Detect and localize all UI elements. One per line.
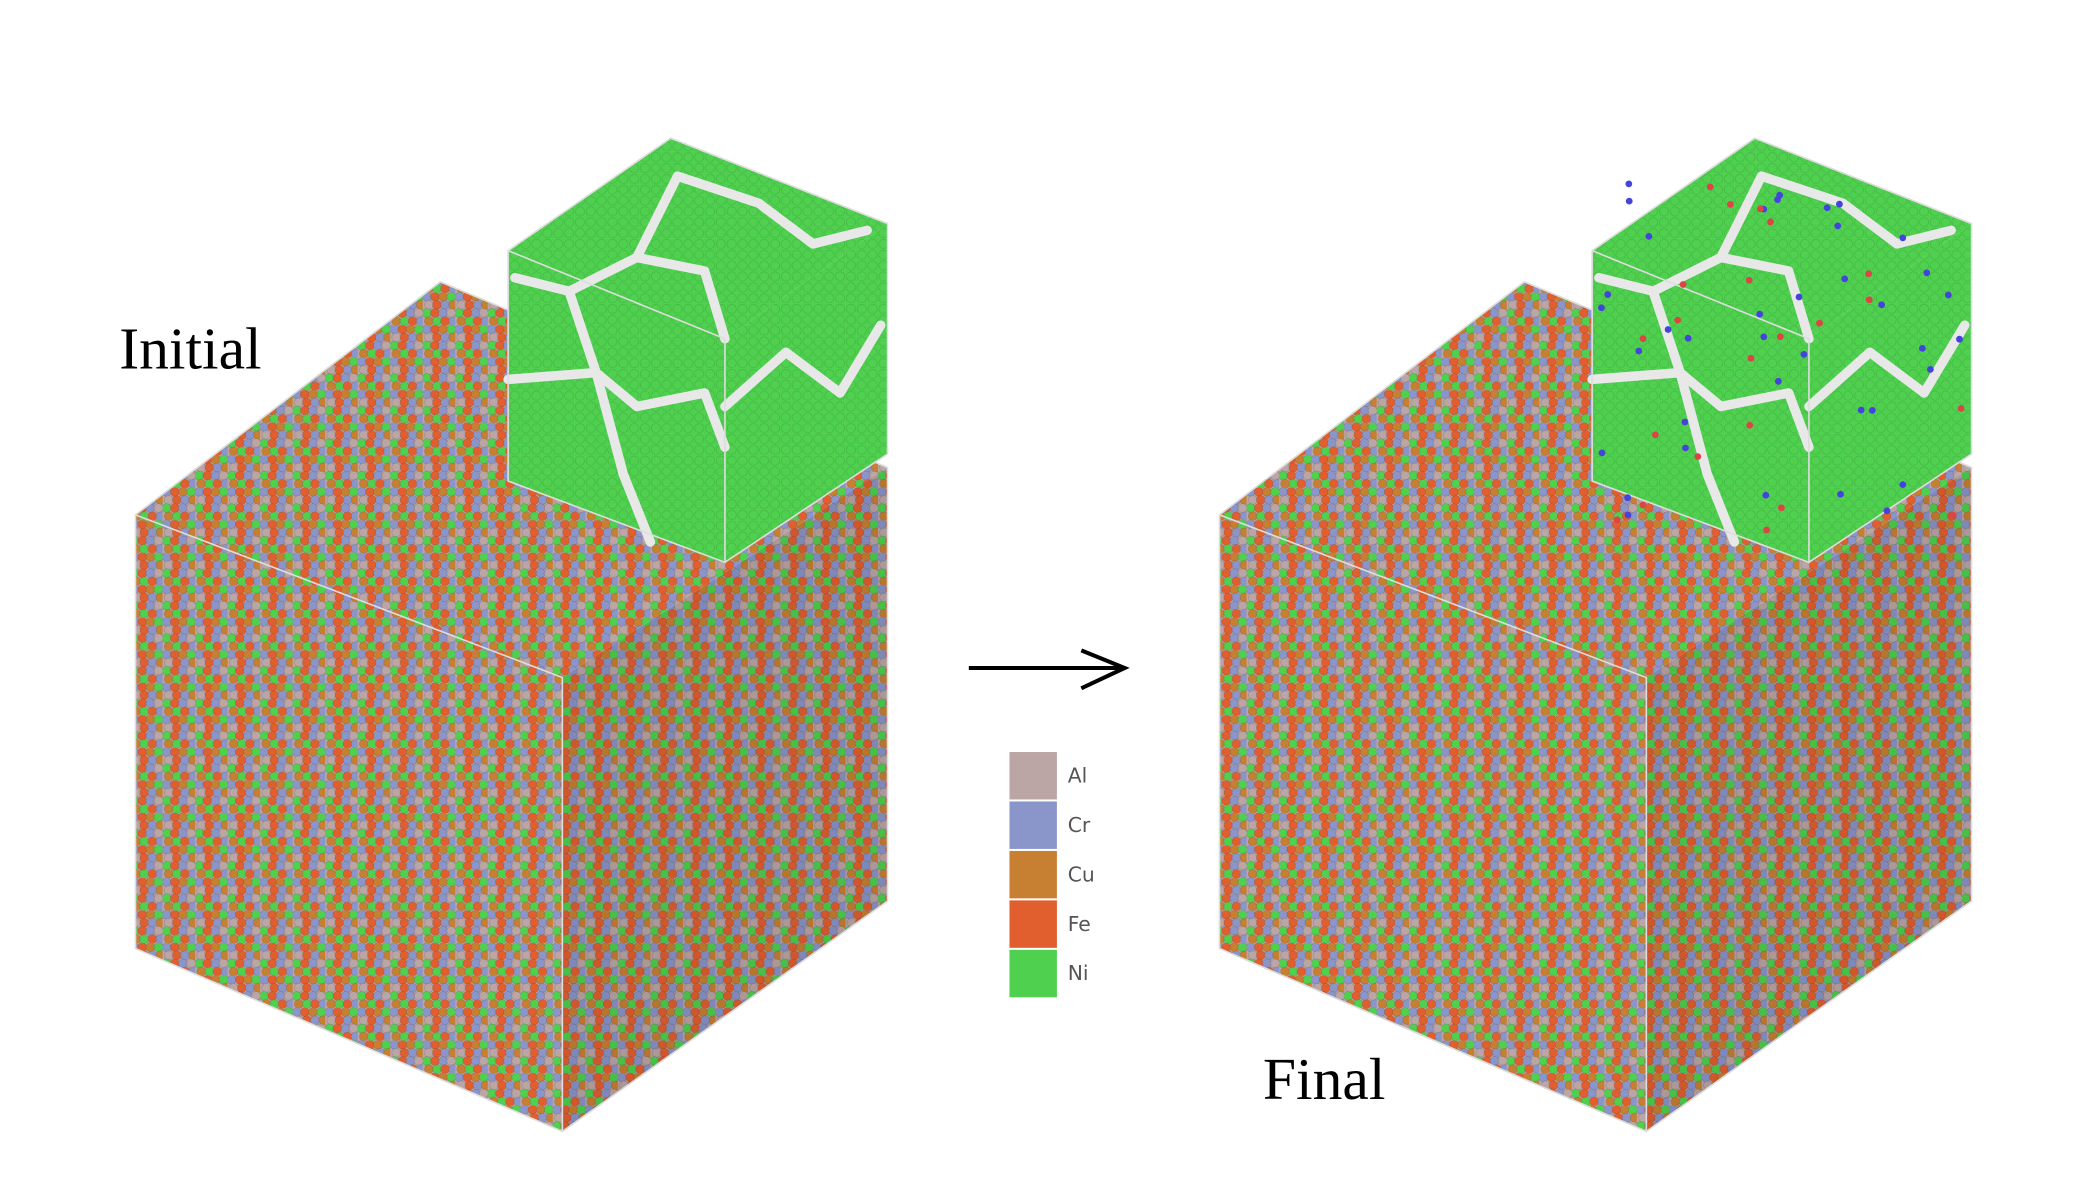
- shade: [562, 467, 888, 1132]
- inset-edge: [507, 137, 889, 564]
- structure-initial: [134, 137, 889, 1133]
- grain-boundary: [564, 286, 730, 452]
- segregated-atom: [1727, 200, 1734, 208]
- segregated-atom: [1878, 301, 1886, 309]
- segregated-atom: [1823, 204, 1831, 212]
- segregated-atom: [1918, 344, 1926, 352]
- segregated-atom: [1899, 234, 1907, 242]
- segregated-atom: [1694, 453, 1702, 461]
- segregated-atom: [1836, 200, 1843, 208]
- legend-label: Ni: [1068, 961, 1089, 985]
- segregated-atom: [1598, 449, 1606, 457]
- segregated-atom: [1681, 418, 1689, 426]
- segregated-atom: [1598, 304, 1605, 312]
- front-face: [135, 514, 563, 1132]
- legend-swatch: [1009, 900, 1057, 948]
- segregated-atom: [1664, 326, 1672, 333]
- panel-label: Initial: [119, 316, 261, 382]
- segregated-atom: [1834, 222, 1842, 230]
- segregated-atom: [1747, 354, 1755, 362]
- legend: Al Cr Cu Fe Ni: [1009, 752, 1095, 998]
- segregated-atom: [1767, 218, 1774, 226]
- segregated-atom: [1776, 333, 1784, 341]
- segregated-atom: [1837, 490, 1844, 498]
- segregated-atom: [1899, 481, 1907, 489]
- arrow-head: [1080, 648, 1130, 691]
- side-face: [562, 467, 888, 1132]
- legend-swatch: [1009, 801, 1057, 849]
- inset-front: [508, 250, 725, 563]
- segregated-atom: [1841, 275, 1849, 283]
- segregated-atom: [1682, 444, 1689, 452]
- structure-final: [1220, 138, 1972, 1131]
- segregated-atom: [1774, 377, 1782, 385]
- box-edge: [134, 280, 889, 1133]
- segregated-atom: [1624, 494, 1632, 502]
- segregated-atom: [1652, 431, 1659, 439]
- grain-boundary: [503, 367, 656, 547]
- segregated-atom: [1865, 270, 1873, 278]
- legend-label: Cr: [1068, 813, 1091, 837]
- segregated-atom: [1944, 291, 1952, 299]
- segregated-atom: [1756, 205, 1764, 213]
- segregated-atom: [1800, 351, 1808, 358]
- legend-label: Al: [1068, 763, 1088, 787]
- segregated-atom: [1679, 281, 1687, 288]
- segregated-atom: [1957, 405, 1965, 412]
- segregated-atom: [1639, 335, 1647, 343]
- legend-swatch: [1009, 949, 1057, 998]
- segregated-atom: [1604, 291, 1612, 298]
- segregated-atom: [1624, 511, 1632, 519]
- segregation-dots: [1598, 180, 1965, 534]
- segregated-atom: [1746, 421, 1754, 429]
- segregated-atom: [1774, 196, 1781, 203]
- segregated-atom: [1865, 296, 1873, 304]
- grain-boundary: [720, 320, 886, 412]
- segregated-atom: [1756, 310, 1764, 318]
- segregated-atom: [1923, 269, 1931, 277]
- legend-label: Fe: [1068, 912, 1091, 936]
- segregated-atom: [1625, 180, 1633, 188]
- segregated-atom: [1639, 501, 1647, 509]
- segregated-atom: [1762, 491, 1770, 499]
- segregated-atom: [1778, 504, 1785, 512]
- scene: Initial Final Al Cr Cu Fe Ni: [119, 138, 1971, 1131]
- segregated-atom: [1706, 183, 1714, 191]
- segregated-atom: [1760, 333, 1768, 341]
- inset-side: [724, 223, 888, 563]
- segregated-atom: [1883, 507, 1891, 515]
- segregated-atom: [1956, 335, 1963, 343]
- segregated-atom: [1635, 347, 1643, 355]
- grain-boundary: [632, 171, 872, 263]
- legend-swatch: [1009, 850, 1057, 899]
- segregated-atom: [1763, 526, 1771, 534]
- segregated-atom: [1745, 276, 1753, 284]
- segregated-atom: [1674, 316, 1682, 324]
- segregated-atom: [1816, 319, 1823, 327]
- segregated-atom: [1949, 511, 1957, 519]
- segregated-atom: [1645, 232, 1653, 240]
- segregated-atom: [1857, 406, 1865, 414]
- segregated-atom: [1684, 334, 1692, 342]
- segregated-atom: [1795, 293, 1803, 301]
- segregated-atom: [1926, 365, 1934, 373]
- legend-swatch: [1009, 752, 1057, 800]
- segregated-atom: [1613, 516, 1621, 524]
- segregated-atom: [1625, 197, 1633, 205]
- panel-label: Final: [1263, 1046, 1386, 1112]
- legend-label: Cu: [1068, 862, 1095, 886]
- segregated-atom: [1868, 407, 1876, 414]
